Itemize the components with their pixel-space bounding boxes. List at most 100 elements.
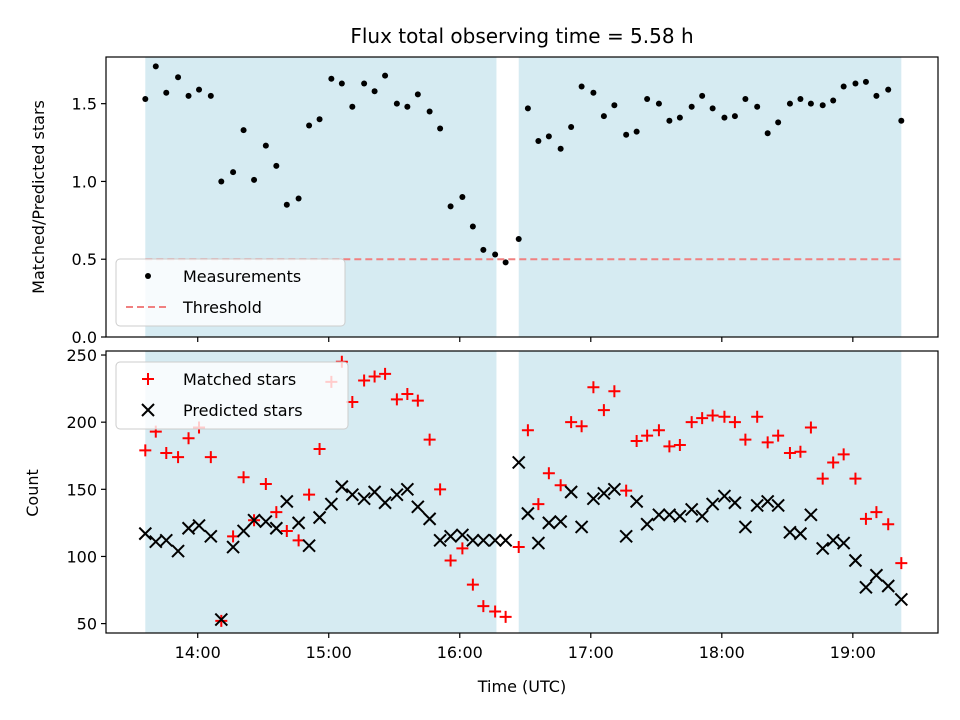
measurements-point: [590, 89, 597, 96]
measurements-point: [393, 100, 400, 107]
measurements-point: [644, 96, 651, 102]
predicted-stars-point: [367, 485, 382, 499]
measurements-point: [676, 114, 683, 121]
measurements-point: [262, 142, 269, 149]
matched-stars-point: [751, 410, 764, 423]
bottom-panel: 50 100 150 200 250 14:00 15:00 16:00 17:00 18:00 1…: [66, 346, 939, 662]
matched-stars-point: [237, 471, 250, 484]
measurements-point: [885, 86, 892, 93]
predicted-stars-point: [159, 533, 173, 548]
matched-stars-point: [270, 506, 283, 519]
predicted-stars-point: [455, 528, 470, 542]
predicted-stars-point: [531, 536, 546, 550]
measurements-point: [218, 178, 225, 185]
matched-stars-point: [882, 518, 895, 531]
matched-stars-point: [532, 498, 545, 511]
chart-title: Flux total observing time = 5.58 h: [350, 24, 693, 48]
legend: Matched stars Predicted stars: [115, 361, 349, 430]
predicted-stars-point: [204, 529, 218, 544]
measurements-point: [535, 138, 542, 144]
measurements-point: [361, 80, 368, 87]
measurements-point: [830, 97, 837, 104]
measurements-point: [742, 96, 749, 102]
legend-label: Measurements: [183, 267, 301, 286]
measurements-point: [469, 223, 476, 230]
predicted-stars-point: [738, 520, 753, 534]
predicted-stars-point: [226, 540, 240, 554]
predicted-stars-point: [597, 486, 611, 501]
measurements-point: [666, 117, 673, 124]
matched-stars-point: [620, 484, 633, 497]
matched-stars-point: [761, 436, 774, 449]
bottom-y-axis-label: Count: [23, 469, 42, 517]
matched-stars-point: [859, 512, 872, 525]
matched-stars-point: [794, 445, 807, 458]
measurements-point: [862, 78, 869, 85]
predicted-stars-point: [542, 516, 556, 530]
measurements-point: [240, 127, 247, 134]
matched-stars-point: [673, 439, 686, 451]
x-tick-label: 16:00: [437, 643, 483, 662]
measurements-point: [196, 86, 203, 93]
predicted-stars-point: [564, 485, 578, 499]
measurements-point: [578, 83, 585, 90]
predicted-stars-point: [705, 497, 720, 511]
predicted-stars-point: [181, 521, 196, 535]
y-tick-label: 200: [66, 413, 97, 432]
measurements-point: [709, 105, 716, 112]
predicted-stars-point: [324, 497, 339, 511]
measurements-point: [163, 89, 170, 96]
legend-label: Matched stars: [183, 370, 296, 389]
predicted-stars-point: [793, 526, 808, 541]
matched-stars-point: [837, 448, 850, 461]
matched-stars-point: [849, 472, 862, 485]
predicted-stars-point: [411, 500, 425, 514]
predicted-stars-point: [138, 526, 153, 541]
measurements-point: [852, 80, 859, 87]
measurements-point: [404, 103, 411, 110]
predicted-stars-point: [269, 521, 284, 535]
measurements-point: [142, 96, 149, 102]
matched-stars-point: [816, 472, 829, 485]
predicted-stars-point: [357, 492, 371, 506]
measurements-point: [524, 105, 531, 112]
predicted-stars-point: [433, 533, 447, 548]
predicted-stars-point: [236, 524, 251, 538]
matched-stars-point: [499, 610, 512, 623]
y-tick-label: 0.0: [72, 328, 97, 347]
predicted-stars-point: [390, 487, 404, 502]
matched-stars-point: [783, 447, 796, 460]
matched-stars-point: [652, 424, 665, 437]
matched-stars-point: [303, 488, 316, 501]
measurements-point: [251, 176, 258, 183]
matched-stars-point: [641, 429, 654, 442]
y-tick-label: 100: [66, 547, 97, 566]
matched-stars-point: [608, 385, 621, 398]
matched-stars-point: [696, 412, 709, 425]
predicted-stars-point: [498, 533, 513, 548]
top-y-axis-label: Matched/Predicted stars: [29, 100, 48, 294]
matched-stars-point: [663, 440, 676, 453]
matched-stars-point: [521, 424, 534, 437]
shaded-interval-2: [518, 351, 902, 633]
matched-stars-point: [870, 506, 883, 519]
matched-stars-point: [466, 578, 479, 591]
measurements-point: [764, 130, 771, 137]
measurements-point: [786, 100, 793, 107]
measurements-point: [480, 246, 487, 253]
y-tick-label: 150: [66, 480, 97, 499]
measurements-point: [611, 102, 618, 109]
predicted-stars-point: [378, 496, 392, 510]
predicted-stars-point: [869, 568, 884, 582]
legend-box: [115, 258, 346, 327]
measurements-point: [688, 103, 695, 110]
measurements-point: [655, 100, 662, 107]
matched-stars-point: [739, 433, 752, 446]
x-tick-label: 18:00: [699, 643, 745, 662]
predicted-stars-point: [673, 509, 687, 523]
x-tick-label: 15:00: [306, 643, 352, 662]
matched-stars-point: [554, 479, 567, 492]
measurements-point: [731, 113, 738, 120]
matched-stars-point: [259, 477, 272, 490]
y-tick-label: 1.5: [72, 95, 97, 114]
